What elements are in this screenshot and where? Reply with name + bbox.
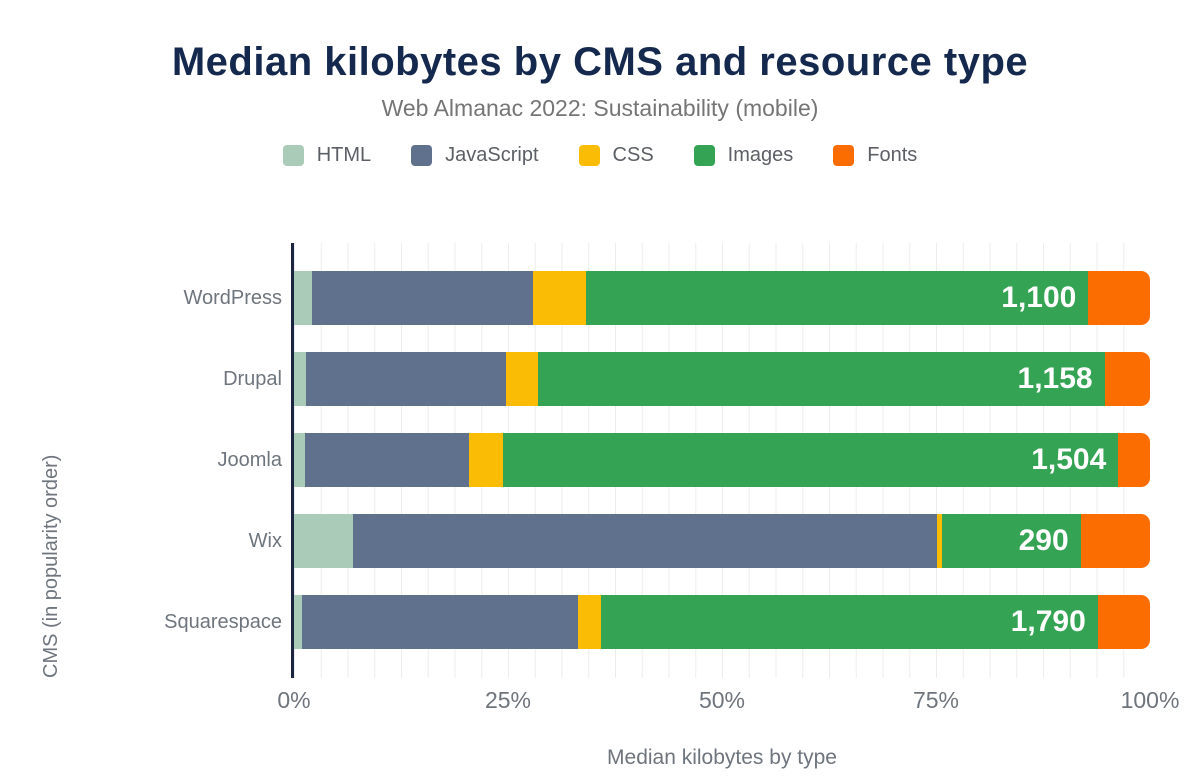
y-axis-category-labels: WordPress Drupal Joomla Wix Squarespace	[0, 243, 282, 678]
bar-segment-css	[936, 514, 942, 568]
chart-figure: { "header": { "title": "Median kilobytes…	[0, 38, 1200, 782]
category-label-drupal: Drupal	[223, 368, 282, 390]
bar-row-drupal: 1,158	[294, 352, 1150, 406]
bar-segment-css	[468, 433, 503, 487]
bar-segment-html	[294, 271, 312, 325]
legend-swatch-javascript	[411, 145, 433, 166]
bar-segment-images: 1,790	[601, 595, 1098, 649]
legend: HTML JavaScript CSS Images Fonts	[0, 144, 1200, 167]
bar-segment-html	[294, 595, 302, 649]
x-tick-label: 0%	[277, 687, 311, 713]
bar-segment-css	[532, 271, 586, 325]
bar-segment-fonts	[1080, 514, 1150, 568]
bar-row-squarespace: 1,790	[294, 595, 1150, 649]
legend-label: HTML	[316, 144, 372, 166]
plot-area: 1,100 1,158 1,504 290 1,790	[291, 243, 1150, 678]
bar-segment-javascript	[353, 514, 937, 568]
legend-swatch-fonts	[833, 145, 855, 166]
bar-row-wix: 290	[294, 514, 1150, 568]
bar-row-wordpress: 1,100	[294, 271, 1150, 325]
legend-label: JavaScript	[445, 144, 539, 166]
bar-segment-images: 1,158	[537, 352, 1105, 406]
x-axis-title: Median kilobytes by type	[607, 746, 837, 769]
legend-label: Fonts	[867, 144, 918, 166]
chart-title: Median kilobytes by CMS and resource typ…	[171, 40, 1029, 84]
bar-segment-html	[294, 352, 306, 406]
x-tick-label: 75%	[912, 687, 960, 713]
bar-value-label: 1,100	[1001, 281, 1077, 314]
category-label-wordpress: WordPress	[183, 287, 282, 309]
bar-segment-fonts	[1097, 595, 1150, 649]
x-axis-tick-labels: 0% 25% 50% 75% 100%	[277, 686, 1179, 714]
bar-segment-javascript	[305, 352, 507, 406]
bar-segment-images: 1,100	[585, 271, 1089, 325]
bar-segment-fonts	[1088, 271, 1150, 325]
legend-item-html: HTML	[282, 144, 372, 167]
category-label-joomla: Joomla	[217, 449, 282, 471]
bar-segment-images: 1,504	[502, 433, 1119, 487]
bar-value-label: 1,504	[1031, 443, 1107, 476]
legend-swatch-css	[578, 145, 600, 166]
legend-item-fonts: Fonts	[833, 144, 917, 167]
bar-value-label: 1,790	[1010, 605, 1086, 638]
bar-segment-images: 290	[941, 514, 1081, 568]
legend-swatch-images	[693, 145, 715, 166]
legend-item-css: CSS	[578, 144, 654, 167]
bar-value-label: 1,158	[1017, 362, 1093, 395]
bar-segment-css	[506, 352, 538, 406]
bar-segment-css	[578, 595, 602, 649]
legend-label: CSS	[612, 144, 654, 166]
legend-item-images: Images	[693, 144, 794, 167]
bar-segment-fonts	[1118, 433, 1150, 487]
chart-subtitle: Web Almanac 2022: Sustainability (mobile…	[381, 95, 819, 121]
category-label-wix: Wix	[248, 530, 282, 552]
bar-segment-javascript	[305, 433, 469, 487]
x-tick-label: 50%	[698, 687, 746, 713]
x-tick-label: 100%	[1120, 687, 1180, 713]
legend-swatch-html	[282, 145, 304, 166]
bar-value-label: 290	[1018, 524, 1069, 557]
bar-segment-javascript	[311, 271, 533, 325]
bar-segment-javascript	[301, 595, 579, 649]
bar-segment-html	[294, 514, 354, 568]
bar-segment-fonts	[1104, 352, 1150, 406]
legend-item-javascript: JavaScript	[411, 144, 539, 167]
category-label-squarespace: Squarespace	[164, 611, 282, 633]
x-tick-label: 25%	[484, 687, 532, 713]
legend-label: Images	[727, 144, 794, 166]
bar-row-joomla: 1,504	[294, 433, 1150, 487]
bar-segment-html	[294, 433, 306, 487]
